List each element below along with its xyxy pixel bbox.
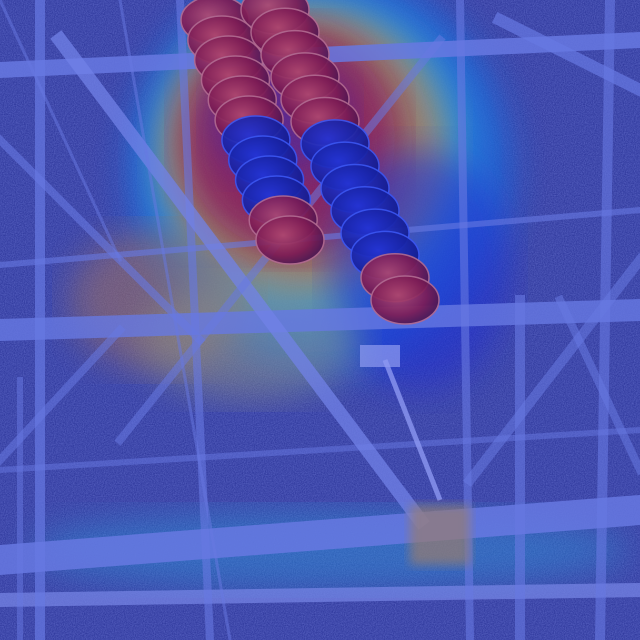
insulator-disc <box>370 275 440 325</box>
insulator-fittings <box>360 345 470 565</box>
insulator-string-right <box>240 0 440 325</box>
insulator-string-left <box>180 0 325 265</box>
insulator-disc <box>255 215 325 265</box>
